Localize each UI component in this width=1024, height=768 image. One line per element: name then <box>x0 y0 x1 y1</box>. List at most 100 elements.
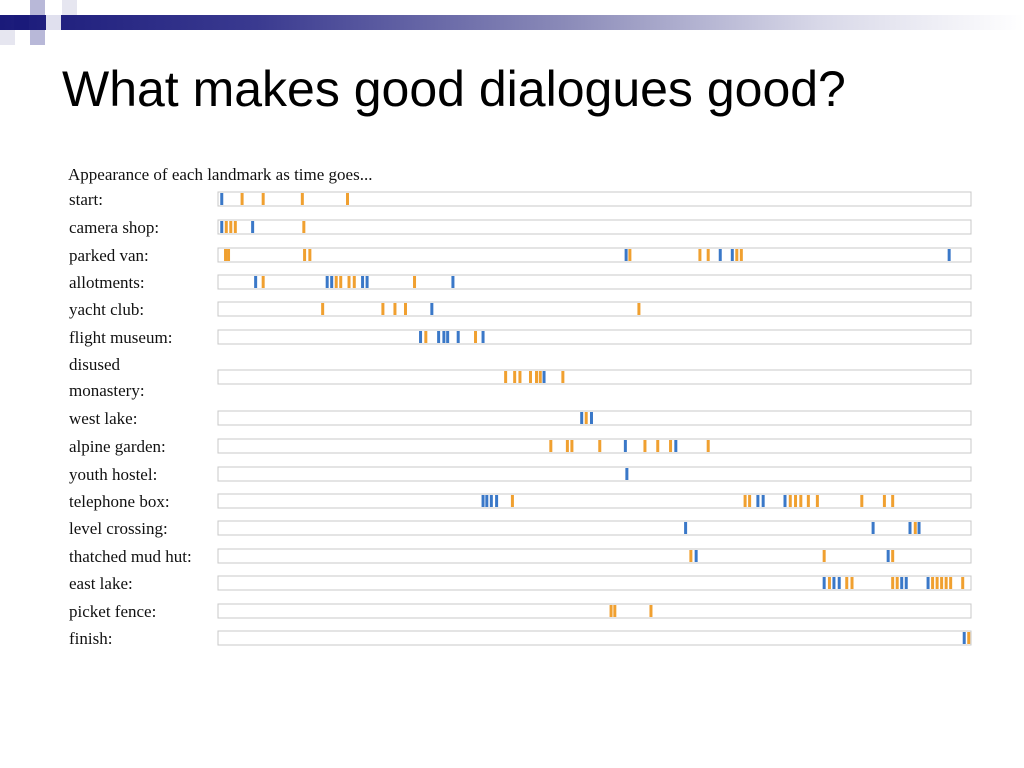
event-mark-orange <box>393 303 397 315</box>
event-mark-orange <box>347 276 351 288</box>
event-mark-blue <box>580 412 584 424</box>
event-mark-blue <box>947 249 951 261</box>
timeline-track <box>217 575 972 591</box>
event-mark-blue <box>718 249 722 261</box>
event-mark-blue <box>220 193 224 205</box>
decor-square-dark <box>14 15 29 30</box>
timeline-row: youth hostel: <box>69 465 972 484</box>
row-label: start: <box>69 190 103 209</box>
decor-square-faint-left <box>0 30 15 45</box>
slide-title: What makes good dialogues good? <box>62 61 846 117</box>
event-mark-orange <box>413 276 417 288</box>
event-mark-orange <box>346 193 350 205</box>
event-mark-blue <box>962 632 966 644</box>
event-mark-orange <box>643 440 647 452</box>
timeline-track <box>217 369 972 385</box>
timeline-rows: start: camera shop: parked van: allotments:… <box>69 190 972 648</box>
event-mark-orange <box>931 577 935 589</box>
event-mark-blue <box>783 495 787 507</box>
event-mark-orange <box>613 605 617 617</box>
timeline-row: telephone box: <box>69 492 972 511</box>
event-mark-blue <box>674 440 678 452</box>
event-mark-orange <box>637 303 641 315</box>
event-mark-blue <box>917 522 921 534</box>
event-mark-orange <box>240 193 244 205</box>
row-label: youth hostel: <box>69 465 157 484</box>
event-mark-orange <box>233 221 237 233</box>
timeline-row: camera shop: <box>69 218 972 237</box>
event-mark-blue <box>361 276 365 288</box>
timeline-track <box>217 247 972 263</box>
timeline-track <box>217 410 972 426</box>
timeline-track <box>217 466 972 482</box>
event-mark-orange <box>689 550 693 562</box>
row-label: telephone box: <box>69 492 170 511</box>
event-mark-orange <box>698 249 702 261</box>
event-mark-orange <box>799 495 803 507</box>
event-mark-orange <box>565 440 569 452</box>
timeline-row: picket fence: <box>69 602 972 621</box>
timeline-row: west lake: <box>69 409 972 428</box>
event-mark-orange <box>609 605 613 617</box>
row-label: picket fence: <box>69 602 156 621</box>
event-mark-blue <box>456 331 460 343</box>
event-mark-blue <box>900 577 904 589</box>
event-mark-blue <box>446 331 450 343</box>
event-mark-orange <box>403 303 407 315</box>
timeline-row: east lake: <box>69 574 972 593</box>
timeline-track <box>217 219 972 235</box>
row-label: thatched mud hut: <box>69 547 192 566</box>
event-mark-orange <box>303 249 307 261</box>
timeline-track <box>217 301 972 317</box>
timeline-row: allotments: <box>69 273 972 292</box>
timeline-row: thatched mud hut: <box>69 547 972 566</box>
event-mark-blue <box>926 577 930 589</box>
event-mark-orange <box>549 440 553 452</box>
event-mark-orange <box>850 577 854 589</box>
event-mark-orange <box>649 605 653 617</box>
event-mark-orange <box>748 495 752 507</box>
event-mark-orange <box>961 577 965 589</box>
event-mark-orange <box>891 495 895 507</box>
row-label: monastery: <box>69 381 145 400</box>
event-mark-orange <box>570 440 574 452</box>
event-mark-blue <box>837 577 841 589</box>
event-mark-orange <box>949 577 953 589</box>
event-mark-orange <box>739 249 743 261</box>
event-mark-blue <box>419 331 423 343</box>
decor-square-pale <box>46 15 61 30</box>
event-mark-orange <box>424 331 428 343</box>
event-mark-blue <box>756 495 760 507</box>
event-mark-orange <box>381 303 385 315</box>
title-bar-gradient <box>0 15 1024 30</box>
event-mark-orange <box>352 276 356 288</box>
event-mark-orange <box>735 249 739 261</box>
event-mark-orange <box>538 371 542 383</box>
timeline-row: level crossing: <box>69 519 972 538</box>
chart-title: Appearance of each landmark as time goes… <box>68 165 372 184</box>
row-label: camera shop: <box>69 218 159 237</box>
event-mark-orange <box>913 522 917 534</box>
event-mark-blue <box>542 371 546 383</box>
event-mark-blue <box>251 221 255 233</box>
event-mark-blue <box>904 577 908 589</box>
event-mark-blue <box>908 522 912 534</box>
event-mark-blue <box>442 331 446 343</box>
timeline-row: start: <box>69 190 972 209</box>
timeline-row: alpine garden: <box>69 437 972 456</box>
timeline-row: yacht club: <box>69 300 972 319</box>
event-mark-blue <box>589 412 593 424</box>
event-mark-orange <box>967 632 971 644</box>
decor-square-light-lower <box>30 30 45 45</box>
event-mark-orange <box>308 249 312 261</box>
timeline-track <box>217 548 972 564</box>
event-mark-orange <box>895 577 899 589</box>
event-mark-orange <box>628 249 632 261</box>
event-mark-orange <box>891 577 895 589</box>
event-mark-orange <box>261 193 265 205</box>
event-mark-orange <box>504 371 508 383</box>
row-label: alpine garden: <box>69 437 166 456</box>
event-mark-orange <box>535 371 539 383</box>
event-mark-blue <box>495 495 499 507</box>
event-mark-blue <box>832 577 836 589</box>
